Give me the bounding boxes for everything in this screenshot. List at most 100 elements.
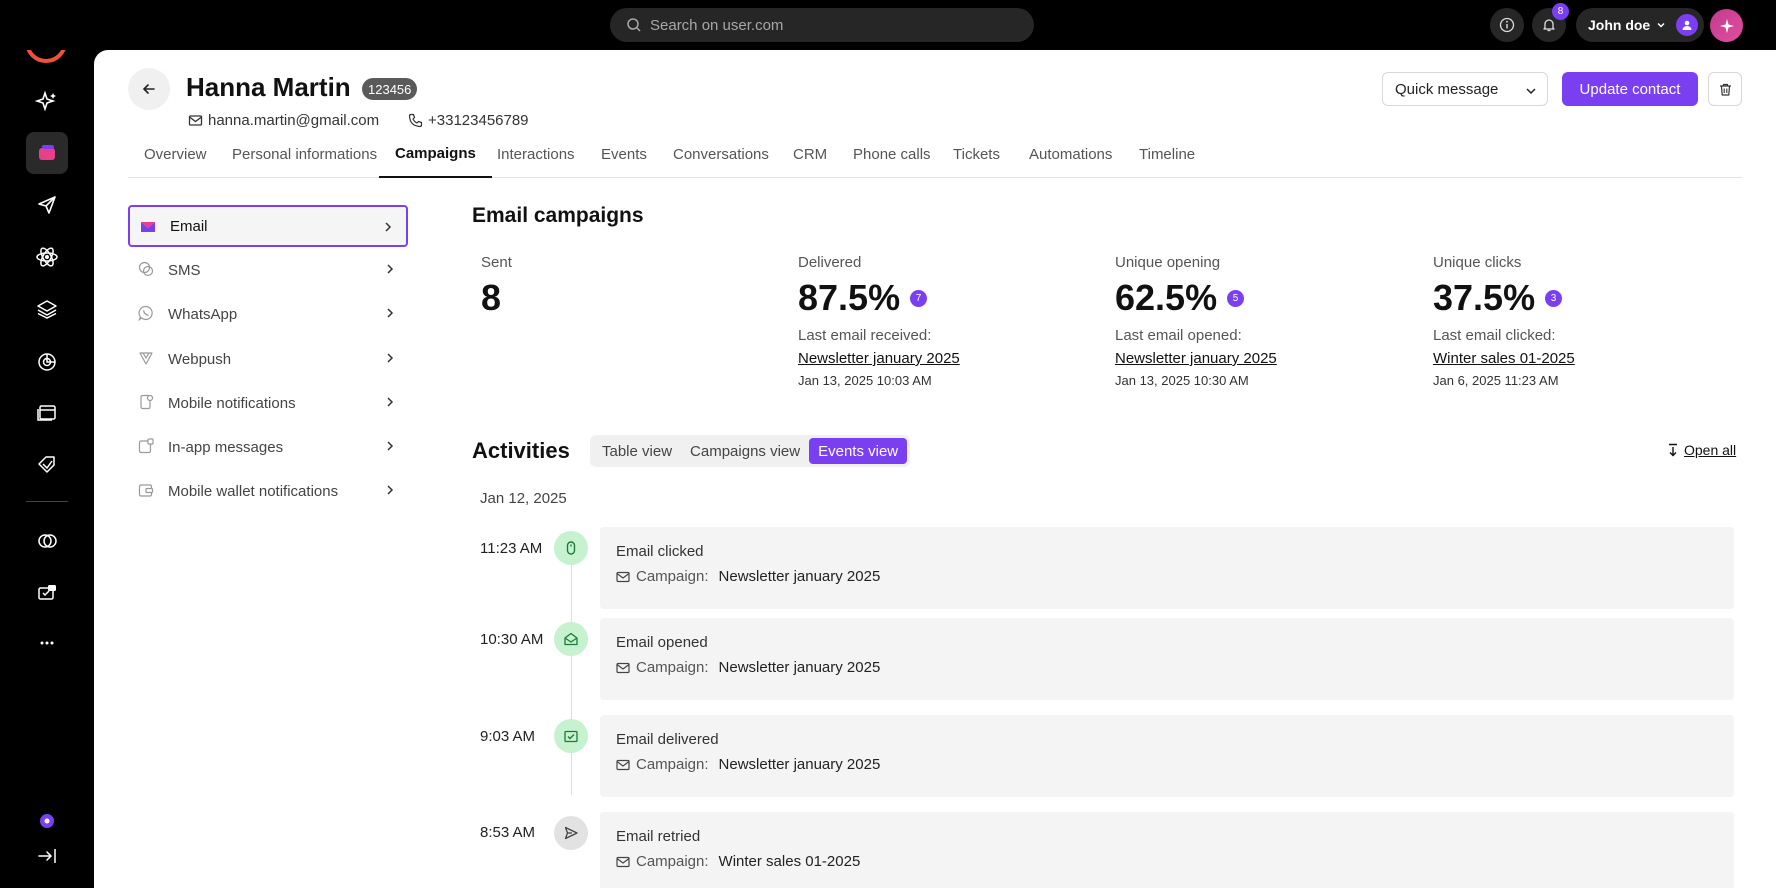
envelope-icon <box>188 115 203 126</box>
event-title: Email opened <box>616 634 708 651</box>
trash-icon <box>1719 83 1731 96</box>
tab-campaigns[interactable]: Campaigns <box>379 130 492 178</box>
nav-more-icon[interactable] <box>26 622 68 664</box>
count-badge: 3 <box>1545 289 1563 307</box>
channel-label: In-app messages <box>168 438 284 456</box>
event-campaign: Campaign: Winter sales 01-2025 <box>616 853 1718 870</box>
nav-reports-icon[interactable] <box>26 340 68 382</box>
contact-phone[interactable]: +33123456789 <box>408 112 529 129</box>
notification-badge: 8 <box>1552 3 1569 20</box>
tab-crm[interactable]: CRM <box>793 145 828 163</box>
view-toggle: Table view Campaigns view Events view <box>590 435 911 467</box>
nav-automation-icon[interactable] <box>26 236 68 278</box>
nav-ai-icon[interactable] <box>26 81 68 123</box>
event-time: 9:03 AM <box>480 728 536 745</box>
contact-name: Hanna Martin <box>186 72 351 102</box>
channel-item-mobile-notifications[interactable]: Mobile notifications <box>128 382 408 424</box>
nav-campaigns-icon[interactable] <box>26 184 68 226</box>
tab-personal-informations[interactable]: Personal informations <box>232 145 378 163</box>
info-icon[interactable] <box>1490 8 1524 42</box>
nav-contacts-icon[interactable] <box>26 132 68 174</box>
contact-email[interactable]: hanna.martin@gmail.com <box>188 112 379 129</box>
ai-assistant-button[interactable] <box>1710 9 1743 42</box>
delete-contact-button[interactable] <box>1708 72 1742 106</box>
tab-interactions[interactable]: Interactions <box>497 145 575 163</box>
nav-tags-icon[interactable] <box>26 443 68 485</box>
envelope-icon <box>616 856 630 867</box>
channel-item-whatsapp[interactable]: WhatsApp <box>128 293 408 335</box>
campaigns-view-button[interactable]: Campaigns view <box>690 442 801 460</box>
stat-number: 8 <box>481 277 502 318</box>
tab-tickets[interactable]: Tickets <box>953 145 1000 163</box>
event-time: 8:53 AM <box>480 824 536 841</box>
nav-browser-icon[interactable] <box>26 391 68 433</box>
campaign-label: Campaign: <box>636 568 709 585</box>
event-title: Email delivered <box>616 731 719 748</box>
campaign-name: Newsletter january 2025 <box>718 659 881 676</box>
chevron-right-icon <box>387 308 394 318</box>
search-icon <box>627 18 641 32</box>
stat-number: 37.5% <box>1433 277 1536 318</box>
avatar <box>1676 14 1698 36</box>
channel-item-sms[interactable]: SMS <box>128 249 408 291</box>
chevron-right-icon <box>385 222 392 232</box>
count-badge: 5 <box>1227 289 1245 307</box>
stat-value: 87.5% 7 <box>798 277 1098 319</box>
tab-events[interactable]: Events <box>601 145 647 163</box>
event-card[interactable]: Email retried Campaign: Winter sales 01-… <box>600 812 1734 888</box>
nav-logout-icon[interactable] <box>26 835 68 877</box>
channel-item-webpush[interactable]: Webpush <box>128 338 408 380</box>
expand-down-icon <box>1669 443 1677 457</box>
user-name: John doe <box>1588 17 1651 33</box>
stat-date: Jan 13, 2025 10:30 AM <box>1115 373 1249 388</box>
last-campaign-link[interactable]: Winter sales 01-2025 <box>1433 350 1575 367</box>
event-status <box>554 622 588 656</box>
top-bar: Search on user.com 8 John doe <box>0 0 1776 50</box>
tab-conversations[interactable]: Conversations <box>673 145 769 163</box>
notifications-bell-icon[interactable]: 8 <box>1532 3 1569 42</box>
chevron-right-icon <box>387 264 394 274</box>
quick-message-select[interactable]: Quick message <box>1382 72 1548 106</box>
campaign-name: Winter sales 01-2025 <box>718 853 861 870</box>
nav-layers-icon[interactable] <box>26 288 68 330</box>
event-campaign: Campaign: Newsletter january 2025 <box>616 659 1718 676</box>
events-view-button[interactable]: Events view <box>809 438 908 464</box>
chevron-right-icon <box>387 485 394 495</box>
stat-sub-label: Last email opened: <box>1115 327 1242 344</box>
in-app-icon <box>138 438 154 454</box>
nav-status-icon[interactable] <box>26 800 68 842</box>
main-content: Hanna Martin 123456 hanna.martin@gmail.c… <box>94 50 1776 888</box>
tab-phone-calls[interactable]: Phone calls <box>853 145 931 163</box>
event-card[interactable]: Email clicked Campaign: Newsletter janua… <box>600 527 1734 609</box>
back-button[interactable] <box>128 68 170 110</box>
chevron-down-icon <box>1657 22 1665 28</box>
email-icon <box>141 222 155 232</box>
tab-automations[interactable]: Automations <box>1029 145 1113 163</box>
update-contact-button[interactable]: Update contact <box>1562 72 1698 106</box>
event-title: Email retried <box>616 828 701 845</box>
last-campaign-link[interactable]: Newsletter january 2025 <box>1115 350 1277 367</box>
user-icon <box>1682 20 1692 30</box>
stat-value: 8 <box>481 277 781 319</box>
tab-overview[interactable]: Overview <box>144 145 207 163</box>
open-all-link[interactable]: Open all <box>1666 442 1736 458</box>
last-campaign-link[interactable]: Newsletter january 2025 <box>798 350 960 367</box>
tab-timeline[interactable]: Timeline <box>1139 145 1196 163</box>
channel-label: Webpush <box>168 350 232 368</box>
campaign-label: Campaign: <box>636 853 709 870</box>
channel-item-mobile-wallet-notifications[interactable]: Mobile wallet notifications <box>128 470 408 512</box>
table-view-button[interactable]: Table view <box>602 442 673 460</box>
event-status <box>554 816 588 850</box>
event-card[interactable]: Email opened Campaign: Newsletter januar… <box>600 618 1734 700</box>
nav-integrations-icon[interactable] <box>26 520 68 562</box>
chevron-right-icon <box>387 353 394 363</box>
channel-label: Mobile wallet notifications <box>168 482 339 500</box>
channel-item-email[interactable]: Email <box>128 205 408 247</box>
search-input[interactable]: Search on user.com <box>610 8 1034 42</box>
nav-chat-icon[interactable] <box>26 572 68 614</box>
stat-date: Jan 6, 2025 11:23 AM <box>1433 373 1559 388</box>
user-menu[interactable]: John doe <box>1576 8 1704 42</box>
channel-item-in-app-messages[interactable]: In-app messages <box>128 426 408 468</box>
event-card[interactable]: Email delivered Campaign: Newsletter jan… <box>600 715 1734 797</box>
stat-unique-opening: Unique opening 62.5% 5 Last email opened… <box>1115 254 1415 388</box>
